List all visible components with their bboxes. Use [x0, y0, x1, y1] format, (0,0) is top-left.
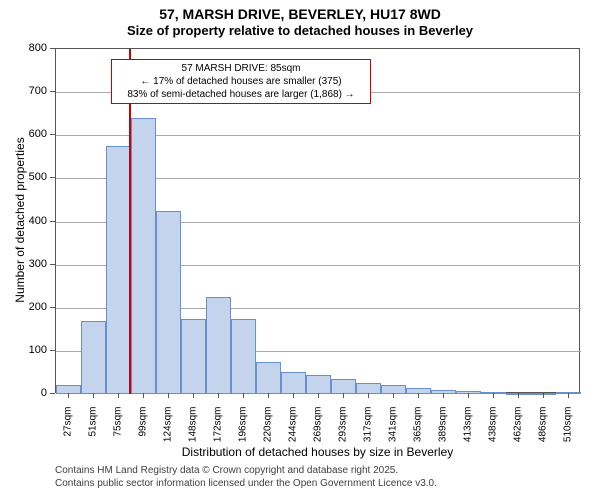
y-tick-label: 800: [0, 42, 47, 54]
x-tick-label: 99sqm: [137, 407, 148, 457]
x-tick: [143, 393, 144, 398]
annotation-line: 57 MARSH DRIVE: 85sqm: [116, 62, 366, 75]
x-tick: [568, 393, 569, 398]
x-tick: [418, 393, 419, 398]
y-tick: [50, 134, 55, 135]
x-tick: [393, 393, 394, 398]
histogram-bar: [206, 297, 231, 394]
histogram-bar: [406, 388, 431, 394]
x-tick: [68, 393, 69, 398]
x-tick-label: 413sqm: [462, 407, 473, 457]
histogram-bar: [331, 379, 356, 394]
x-tick-label: 124sqm: [162, 407, 173, 457]
x-tick-label: 438sqm: [487, 407, 498, 457]
histogram-bar: [131, 118, 156, 394]
x-tick: [493, 393, 494, 398]
x-tick: [518, 393, 519, 398]
histogram-bar: [56, 385, 81, 394]
x-tick: [443, 393, 444, 398]
x-tick-label: 51sqm: [87, 407, 98, 457]
x-tick-label: 389sqm: [437, 407, 448, 457]
y-tick-label: 700: [0, 85, 47, 97]
x-tick-label: 317sqm: [362, 407, 373, 457]
x-tick: [293, 393, 294, 398]
footer-line-2: Contains public sector information licen…: [55, 478, 437, 489]
y-tick-label: 400: [0, 215, 47, 227]
y-tick: [50, 393, 55, 394]
footer-line-1: Contains HM Land Registry data © Crown c…: [55, 465, 398, 476]
x-tick-label: 172sqm: [212, 407, 223, 457]
y-tick: [50, 177, 55, 178]
histogram-bar: [431, 390, 456, 394]
histogram-bar: [231, 319, 256, 394]
y-tick: [50, 221, 55, 222]
x-tick-label: 462sqm: [512, 407, 523, 457]
histogram-bar: [381, 385, 406, 394]
x-tick: [193, 393, 194, 398]
y-tick: [50, 264, 55, 265]
x-tick-label: 244sqm: [287, 407, 298, 457]
x-tick: [243, 393, 244, 398]
chart-title-sub: Size of property relative to detached ho…: [0, 22, 600, 42]
histogram-bar: [481, 392, 506, 394]
x-tick-label: 196sqm: [237, 407, 248, 457]
y-tick: [50, 91, 55, 92]
histogram-bar: [181, 319, 206, 394]
y-tick-label: 300: [0, 258, 47, 270]
annotation-box: 57 MARSH DRIVE: 85sqm← 17% of detached h…: [111, 59, 371, 104]
histogram-bar: [106, 146, 131, 394]
x-tick: [343, 393, 344, 398]
histogram-bar: [156, 211, 181, 394]
x-tick: [268, 393, 269, 398]
x-tick: [168, 393, 169, 398]
x-tick-label: 269sqm: [312, 407, 323, 457]
y-tick-label: 200: [0, 301, 47, 313]
x-tick: [218, 393, 219, 398]
annotation-line: 83% of semi-detached houses are larger (…: [116, 88, 366, 101]
y-tick-label: 0: [0, 387, 47, 399]
x-tick-label: 341sqm: [387, 407, 398, 457]
y-tick: [50, 350, 55, 351]
plot-area: 57 MARSH DRIVE: 85sqm← 17% of detached h…: [55, 48, 580, 393]
histogram-bar: [306, 375, 331, 394]
x-tick: [318, 393, 319, 398]
histogram-bar: [356, 383, 381, 394]
x-tick: [118, 393, 119, 398]
x-tick-label: 27sqm: [62, 407, 73, 457]
x-tick: [543, 393, 544, 398]
x-tick-label: 365sqm: [412, 407, 423, 457]
x-tick-label: 75sqm: [112, 407, 123, 457]
histogram-bar: [556, 392, 581, 394]
histogram-bar: [531, 393, 556, 395]
histogram-bar: [506, 393, 531, 395]
y-tick-label: 100: [0, 344, 47, 356]
y-tick-label: 600: [0, 128, 47, 140]
y-tick: [50, 48, 55, 49]
x-tick-label: 486sqm: [537, 407, 548, 457]
chart-title-main: 57, MARSH DRIVE, BEVERLEY, HU17 8WD: [0, 0, 600, 22]
histogram-bar: [81, 321, 106, 394]
histogram-bar: [456, 391, 481, 394]
annotation-line: ← 17% of detached houses are smaller (37…: [116, 75, 366, 88]
histogram-bar: [256, 362, 281, 394]
x-tick: [93, 393, 94, 398]
histogram-bar: [281, 372, 306, 394]
y-tick: [50, 307, 55, 308]
x-tick-label: 293sqm: [337, 407, 348, 457]
x-tick-label: 510sqm: [562, 407, 573, 457]
x-tick: [368, 393, 369, 398]
x-tick-label: 148sqm: [187, 407, 198, 457]
x-tick: [468, 393, 469, 398]
y-tick-label: 500: [0, 171, 47, 183]
x-tick-label: 220sqm: [262, 407, 273, 457]
